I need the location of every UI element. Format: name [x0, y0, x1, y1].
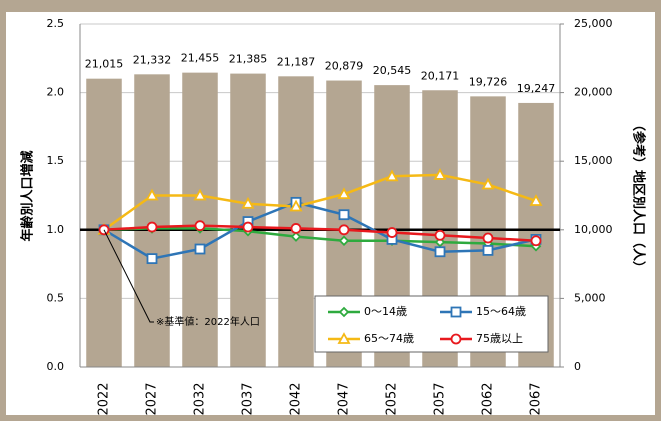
- series-line: [103, 227, 537, 248]
- marker: [530, 235, 542, 247]
- x-tick-label: 2062: [481, 382, 496, 415]
- bar: [182, 72, 218, 368]
- marker: [481, 177, 495, 190]
- y-tick-label: 1.5: [47, 154, 65, 167]
- bar-label: 21,385: [229, 53, 268, 66]
- x-tick-label: 2032: [193, 382, 208, 415]
- marker: [146, 221, 158, 233]
- marker: [450, 306, 462, 318]
- marker: [242, 221, 254, 233]
- bar-label: 21,015: [85, 58, 124, 71]
- y-tick-label: 0.5: [47, 291, 65, 304]
- bar-label: 21,332: [133, 53, 172, 66]
- marker: [450, 333, 462, 345]
- bar: [134, 74, 170, 368]
- marker: [194, 243, 206, 255]
- y2-tick-label: 25,000: [574, 17, 613, 30]
- marker: [433, 168, 447, 180]
- marker: [290, 231, 302, 242]
- y-tick-label: 2.0: [47, 86, 65, 99]
- y-tick-label: 0.0: [47, 360, 65, 373]
- x-tick-label: 2052: [385, 382, 400, 415]
- y-tick-label: 1.0: [47, 223, 65, 236]
- marker: [146, 253, 158, 265]
- marker: [434, 229, 446, 241]
- series-line: [103, 173, 537, 231]
- x-tick-label: 2042: [289, 382, 304, 415]
- y2-tick-label: 5,000: [574, 291, 606, 304]
- marker: [482, 232, 494, 244]
- marker: [386, 227, 398, 238]
- bar-label: 21,187: [277, 55, 316, 68]
- marker: [337, 187, 351, 200]
- x-tick-label: 2067: [529, 382, 544, 415]
- legend-label: 75歳以上: [476, 332, 523, 345]
- annotation-leader: [103, 229, 154, 323]
- marker: [145, 188, 159, 201]
- legend-label: 65～74歳: [364, 332, 414, 345]
- marker: [289, 199, 303, 212]
- bar: [278, 76, 314, 367]
- bar-label: 19,726: [469, 75, 508, 88]
- y2-tick-label: 20,000: [574, 86, 613, 99]
- x-tick-label: 2022: [97, 382, 112, 415]
- marker: [482, 244, 494, 256]
- bar-label: 20,171: [421, 69, 460, 82]
- y2-tick-label: 10,000: [574, 223, 613, 236]
- x-tick-label: 2047: [337, 382, 352, 415]
- marker: [385, 169, 399, 182]
- series-line: [103, 201, 537, 260]
- y2-axis-title: （参考）地区別人口（人）: [631, 118, 647, 274]
- y-tick-label: 2.5: [47, 17, 65, 30]
- marker: [194, 220, 206, 232]
- marker: [290, 223, 302, 234]
- legend-label: 15～64歳: [476, 305, 526, 318]
- marker: [338, 224, 350, 236]
- y-axis-title: 年齢別人口増減: [20, 150, 36, 241]
- bar-label: 20,545: [373, 64, 412, 77]
- marker: [338, 235, 350, 247]
- bar-label: 20,879: [325, 60, 364, 73]
- y2-tick-label: 15,000: [574, 154, 613, 167]
- marker: [529, 194, 543, 206]
- marker: [241, 196, 255, 209]
- marker: [338, 306, 350, 318]
- x-tick-label: 2027: [145, 382, 160, 415]
- legend-label: 0～14歳: [364, 305, 407, 318]
- y2-tick-label: 0: [574, 360, 581, 373]
- annotation: ※基準値：2022年人口: [156, 315, 260, 328]
- x-tick-label: 2037: [241, 382, 256, 415]
- marker: [193, 188, 207, 201]
- series-line: [103, 224, 537, 243]
- legend-box: [314, 295, 549, 353]
- x-tick-label: 2057: [433, 382, 448, 415]
- bar-label: 21,455: [181, 52, 220, 65]
- bar-label: 19,247: [517, 82, 556, 95]
- marker: [338, 209, 350, 221]
- marker: [337, 332, 351, 344]
- marker: [434, 246, 446, 258]
- bar: [86, 78, 122, 368]
